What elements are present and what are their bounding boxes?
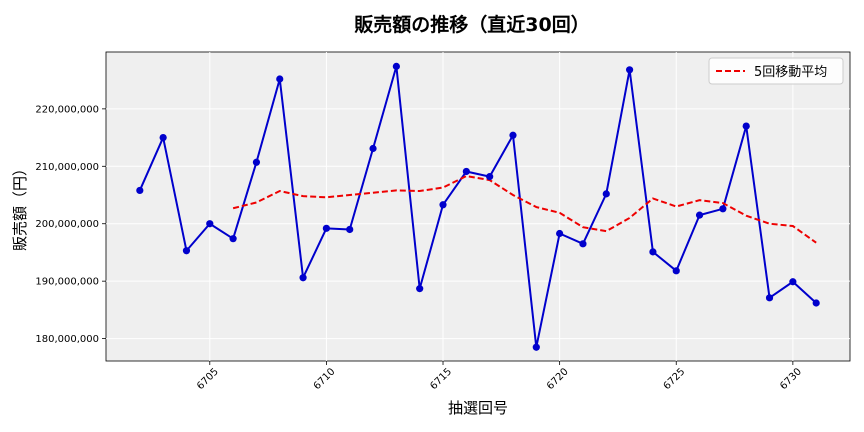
chart-title: 販売額の推移（直近30回） bbox=[354, 13, 589, 36]
x-tick-label: 6715 bbox=[428, 366, 454, 392]
sales-data-point bbox=[439, 201, 447, 209]
sales-data-point bbox=[346, 225, 354, 234]
grid-lines bbox=[106, 52, 850, 361]
sales-data-point bbox=[602, 190, 610, 198]
x-tick-label: 6710 bbox=[312, 366, 338, 392]
x-axis-title: 抽選回号 bbox=[448, 399, 508, 417]
sales-data-point bbox=[276, 75, 284, 83]
sales-data-point bbox=[742, 122, 750, 130]
sales-data-point bbox=[579, 240, 587, 248]
sales-data-point bbox=[182, 247, 191, 255]
sales-data-point bbox=[649, 248, 657, 256]
sales-data-point bbox=[159, 133, 167, 142]
legend-box bbox=[708, 57, 844, 85]
sales-data-point bbox=[812, 299, 820, 307]
sales-data-point bbox=[789, 278, 797, 286]
sales-data-point bbox=[719, 205, 727, 213]
sales-data-point bbox=[322, 224, 331, 232]
legend-label-moving-average: 5回移動平均 bbox=[754, 65, 827, 80]
x-tick-label: 6720 bbox=[545, 366, 571, 392]
sales-data-point bbox=[462, 167, 470, 176]
sales-data-point bbox=[695, 211, 704, 219]
sales-data-point bbox=[299, 274, 307, 282]
sales-data-point bbox=[509, 131, 517, 139]
sales-data-point bbox=[672, 267, 680, 275]
series-layer bbox=[136, 62, 820, 351]
sales-data-point bbox=[532, 343, 540, 351]
x-tick-label: 6725 bbox=[662, 366, 688, 392]
sales-data-point bbox=[625, 66, 634, 74]
sales-data-point bbox=[556, 229, 564, 238]
sales-data-point bbox=[229, 235, 237, 243]
sales-data-point bbox=[392, 62, 400, 70]
x-tick-label: 6705 bbox=[195, 366, 221, 392]
sales-data-point bbox=[252, 158, 261, 166]
y-tick-label: 180,000,000 bbox=[35, 334, 99, 345]
x-tick-label: 6730 bbox=[778, 366, 804, 392]
moving-average-line bbox=[232, 175, 817, 244]
y-axis-title: 販売額（円） bbox=[11, 161, 29, 251]
plot-area bbox=[105, 51, 851, 362]
sales-data-point bbox=[206, 220, 214, 228]
y-tick-label: 220,000,000 bbox=[35, 104, 99, 115]
y-tick-label: 200,000,000 bbox=[35, 219, 99, 230]
sales-data-point bbox=[486, 173, 494, 181]
y-tick-label: 210,000,000 bbox=[35, 162, 99, 173]
sales-data-point bbox=[369, 144, 377, 153]
sales-series-line bbox=[138, 65, 817, 349]
y-tick-label: 190,000,000 bbox=[35, 277, 99, 288]
legend: 5回移動平均 bbox=[708, 57, 844, 85]
sales-data-point bbox=[765, 294, 774, 302]
sales-data-point bbox=[136, 186, 144, 195]
sales-data-point bbox=[416, 285, 424, 293]
